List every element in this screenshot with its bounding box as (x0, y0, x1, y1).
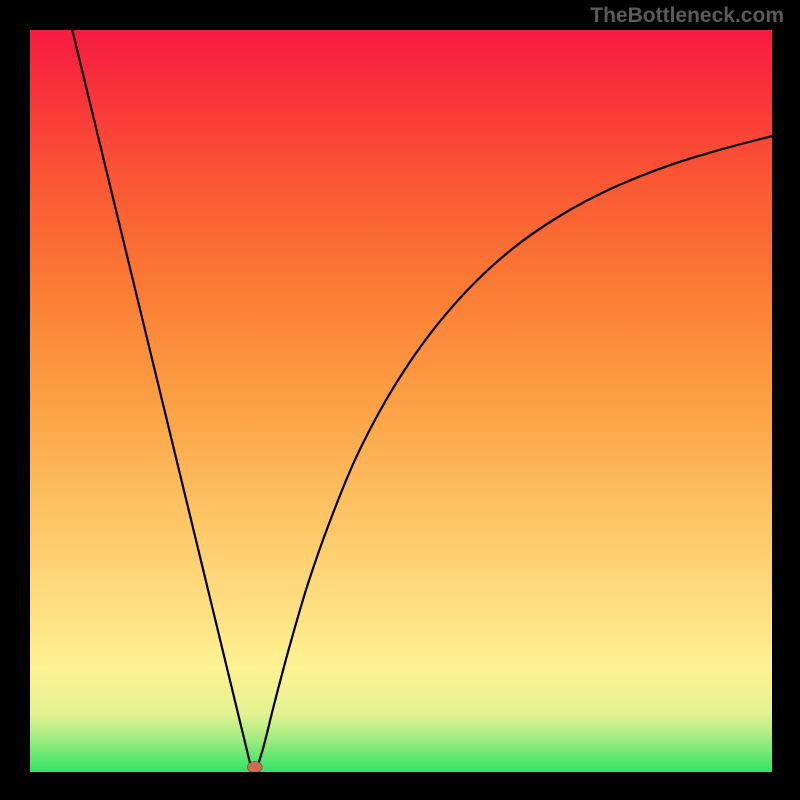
minimum-marker (247, 762, 262, 772)
watermark-text: TheBottleneck.com (590, 4, 784, 28)
chart-svg (30, 30, 772, 772)
left-line-path (72, 30, 251, 768)
chart-plot-area (30, 30, 772, 772)
right-curve-path (257, 136, 772, 767)
